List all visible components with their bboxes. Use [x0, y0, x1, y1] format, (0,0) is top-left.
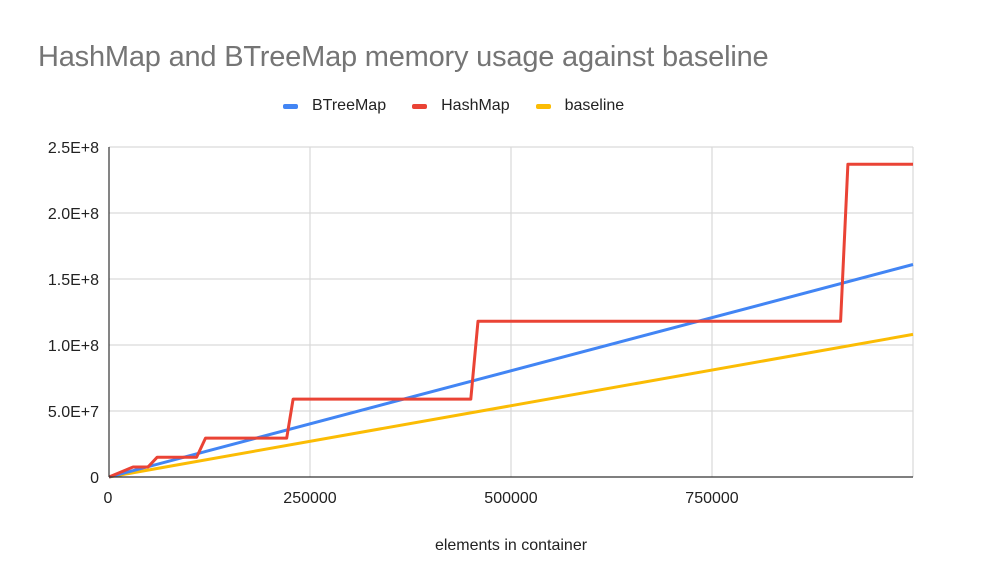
x-axis-title: elements in container	[434, 537, 588, 554]
legend-swatch-btreemap	[283, 103, 298, 109]
legend-swatch-baseline	[535, 103, 551, 109]
legend-item-baseline[interactable]: baseline	[535, 97, 625, 115]
chart-title: HashMap and BTreeMap memory usage agains…	[38, 41, 769, 73]
x-tick-label: 500000	[484, 490, 537, 507]
series-line-hashmap	[108, 162, 913, 479]
x-tick-label: 750000	[685, 490, 738, 507]
y-axis-ticks: 0 5.0E+7 1.0E+8 1.5E+8 2.0E+8 2.5E+8	[48, 140, 99, 487]
y-tick-label: 1.0E+8	[48, 338, 99, 355]
y-tick-label: 2.0E+8	[48, 206, 99, 223]
legend-label-btreemap: BTreeMap	[312, 97, 387, 114]
x-axis-ticks: 0 250000 500000 750000	[104, 490, 739, 507]
legend-label-baseline: baseline	[564, 97, 625, 114]
y-tick-label: 0	[90, 470, 99, 487]
legend-item-hashmap[interactable]: HashMap	[412, 97, 510, 115]
x-tick-label: 0	[104, 490, 113, 507]
gridlines	[109, 146, 914, 477]
legend-item-btreemap[interactable]: BTreeMap	[283, 97, 386, 115]
legend-swatch-hashmap	[412, 103, 428, 109]
series-lines	[108, 162, 914, 479]
series-line-baseline	[108, 332, 914, 479]
x-tick-label: 250000	[283, 490, 336, 507]
y-tick-label: 2.5E+8	[48, 140, 99, 157]
legend-label-hashmap: HashMap	[441, 97, 510, 114]
chart-legend: BTreeMap HashMap baseline	[283, 97, 650, 115]
y-tick-label: 1.5E+8	[48, 272, 99, 289]
y-tick-label: 5.0E+7	[48, 404, 99, 421]
series-line-btreemap	[108, 263, 914, 479]
